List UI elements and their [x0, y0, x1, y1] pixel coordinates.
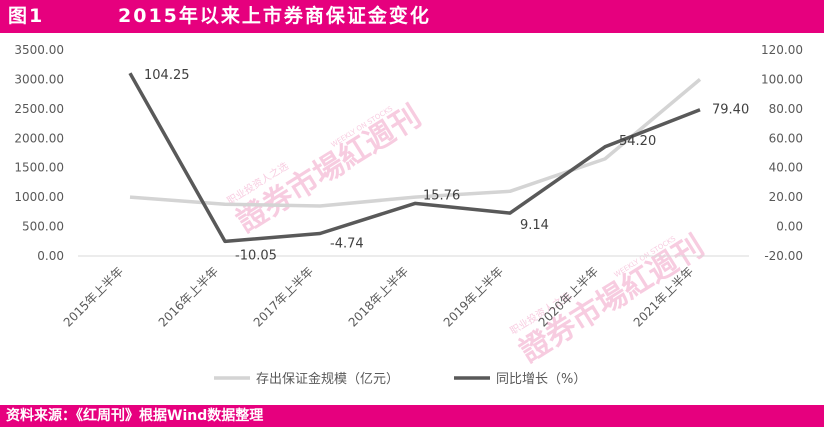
right-tick-label: 80.00	[769, 102, 803, 116]
data-label: -4.74	[330, 237, 364, 252]
x-tick-label: 2018年上半年	[346, 264, 411, 329]
legend-label-growth: 同比增长（%）	[496, 372, 586, 387]
legend-label-margin: 存出保证金规模（亿元）	[256, 371, 399, 387]
left-tick-label: 500.00	[22, 220, 64, 234]
left-tick-label: 2500.00	[14, 102, 64, 116]
data-label: 15.76	[423, 188, 460, 203]
x-tick-label: 2016年上半年	[156, 264, 221, 329]
source-note: 资料来源：《红周刊》根据Wind数据整理	[6, 408, 264, 424]
left-tick-label: 3500.00	[14, 43, 64, 57]
right-tick-label: 100.00	[761, 72, 803, 86]
series-line-margin	[129, 78, 702, 208]
watermark-text: 證券市場紅週刊	[514, 229, 711, 370]
right-tick-label: 0.00	[776, 220, 803, 234]
right-tick-label: 20.00	[769, 190, 803, 204]
watermark-text: 證券市場紅週刊	[231, 99, 428, 240]
x-tick-label: 2015年上半年	[61, 264, 126, 329]
series-line-growth	[128, 72, 701, 244]
data-label: 79.40	[712, 103, 749, 118]
right-tick-label: 40.00	[769, 161, 803, 175]
figure-label: 图1	[8, 5, 45, 27]
left-tick-label: 0.00	[37, 249, 64, 263]
left-tick-label: 1000.00	[14, 190, 64, 204]
data-label: 54.20	[619, 134, 656, 149]
series	[128, 72, 702, 244]
left-tick-label: 2000.00	[14, 131, 64, 145]
x-tick-label: 2019年上半年	[441, 264, 506, 329]
chart-title: 2015年以来上市券商保证金变化	[118, 5, 431, 27]
right-axis: -20.00 0.00 20.00 40.00 60.00 80.00 100.00 120.…	[761, 43, 803, 263]
left-tick-label: 1500.00	[14, 161, 64, 175]
title-bar: 图1 2015年以来上市券商保证金变化	[0, 0, 824, 33]
data-labels: 104.25 -10.05 -4.74 15.76 9.14 54.20 79.40	[144, 68, 749, 263]
source-bar: 资料来源：《红周刊》根据Wind数据整理	[0, 405, 824, 427]
data-label: 9.14	[520, 218, 549, 233]
right-tick-label: 60.00	[769, 131, 803, 145]
right-tick-label: -20.00	[764, 249, 803, 263]
left-tick-label: 3000.00	[14, 72, 64, 86]
right-tick-label: 120.00	[761, 43, 803, 57]
x-tick-label: 2017年上半年	[251, 264, 316, 329]
legend: 存出保证金规模（亿元） 同比增长（%）	[214, 371, 586, 387]
data-label: 104.25	[144, 68, 190, 83]
left-axis: 0.00 500.00 1000.00 1500.00 2000.00 2500.00 30…	[14, 43, 64, 263]
data-label: -10.05	[235, 248, 277, 263]
